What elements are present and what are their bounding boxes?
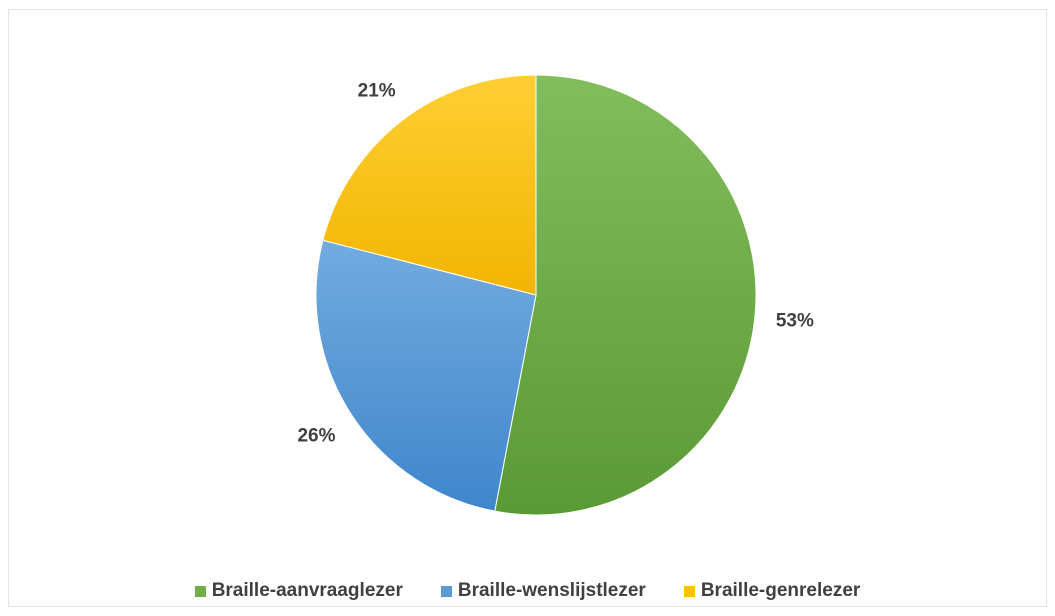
legend-label: Braille-aanvraaglezer	[211, 580, 403, 601]
data-label-aanvraaglezer: 53%	[776, 310, 814, 331]
data-label-genrelezer: 21%	[358, 81, 396, 102]
data-label-wenslijstlezer: 26%	[297, 425, 335, 446]
legend-item-wenslijstlezer: Braille-wenslijstlezer	[440, 580, 646, 602]
legend-label: Braille-wenslijstlezer	[457, 580, 646, 601]
legend-item-aanvraaglezer: Braille-aanvraaglezer	[194, 580, 403, 602]
legend-swatch-yellow	[683, 585, 695, 597]
legend: Braille-aanvraaglezer Braille-wenslijstl…	[0, 580, 1055, 602]
legend-item-genrelezer: Braille-genrelezer	[683, 580, 861, 602]
legend-swatch-green	[194, 585, 206, 597]
legend-swatch-blue	[440, 585, 452, 597]
pie-slice-aanvraaglezer	[494, 74, 757, 516]
pie-slice-genrelezer	[322, 74, 537, 296]
legend-label: Braille-genrelezer	[700, 580, 861, 601]
pie-slice-wenslijstlezer	[315, 239, 537, 512]
